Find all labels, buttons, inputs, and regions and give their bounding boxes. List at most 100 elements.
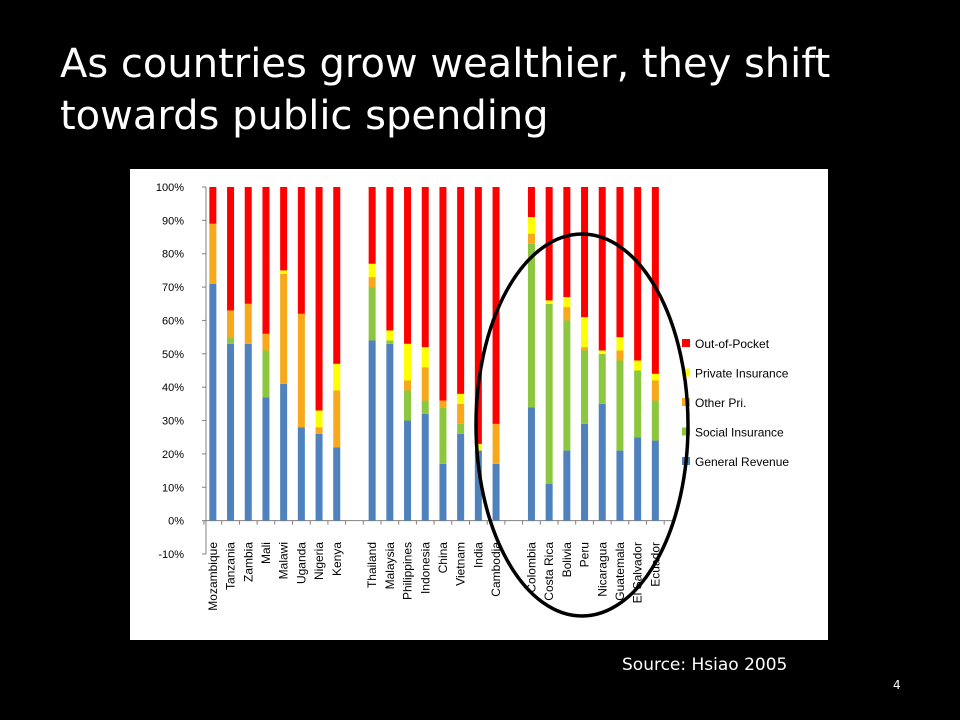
x-tick-label: Kenya — [330, 542, 344, 576]
bar-segment-out-of-pocket — [404, 187, 412, 344]
bar-segment-other-pri — [297, 313, 305, 428]
x-tick-label: Bolivia — [560, 542, 574, 578]
bar-segment-other-pri — [368, 277, 376, 288]
bar-segment-other-pri — [404, 380, 412, 391]
bar-segment-general-revenue — [651, 440, 659, 521]
bar-segment-out-of-pocket — [262, 187, 270, 334]
bar-segment-social-insurance — [634, 370, 642, 438]
x-tick-label: Vietnam — [454, 542, 468, 586]
bar-segment-general-revenue — [634, 437, 642, 521]
y-tick-label: -10% — [158, 549, 184, 561]
bar-segment-other-pri — [581, 347, 589, 351]
bar-segment-social-insurance — [581, 350, 589, 424]
bar-segment-social-insurance — [651, 400, 659, 441]
legend-label: Out-of-Pocket — [695, 337, 770, 351]
x-tick-label: Nigeria — [312, 542, 326, 580]
bar-segment-other-pri — [280, 273, 288, 384]
bar-segment-social-insurance — [457, 423, 465, 434]
bar-segment-other-pri — [333, 390, 341, 448]
x-tick-label: Tanzania — [224, 542, 238, 590]
bar-segment-general-revenue — [457, 433, 465, 521]
title-line-1: As countries grow wealthier, they shift — [60, 41, 831, 87]
bar-segment-out-of-pocket — [616, 187, 624, 338]
bar-segment-out-of-pocket — [368, 187, 376, 264]
bar-segment-out-of-pocket — [581, 187, 589, 318]
y-tick-label: 90% — [162, 215, 184, 227]
bar-segment-general-revenue — [492, 463, 500, 521]
bar-segment-out-of-pocket — [244, 187, 252, 304]
bar-segment-other-pri — [421, 367, 429, 401]
y-tick-label: 70% — [162, 282, 184, 294]
bar-segment-private-insurance — [581, 317, 589, 348]
bar-segment-social-insurance — [227, 337, 235, 344]
legend-swatch — [682, 368, 690, 377]
bar-segment-out-of-pocket — [598, 187, 606, 351]
x-tick-label: Mali — [259, 542, 273, 564]
y-tick-label: 60% — [162, 315, 184, 327]
bar-segment-general-revenue — [209, 283, 217, 521]
source-note: Source: Hsiao 2005 — [622, 655, 788, 675]
bar-segment-out-of-pocket — [209, 187, 217, 224]
page-number: 4 — [893, 678, 901, 692]
bar-segment-private-insurance — [616, 337, 624, 351]
bar-segment-general-revenue — [244, 343, 252, 521]
bar-segment-social-insurance — [527, 243, 535, 408]
x-tick-label: China — [436, 542, 450, 574]
bar-segment-other-pri — [527, 233, 535, 244]
bar-segment-general-revenue — [297, 427, 305, 521]
chart-panel: -10% 0% 10% 20% 30% 40% 50% 60% 70% 80% 90% 100% Moz… — [130, 169, 828, 640]
y-tick-label: 40% — [162, 382, 184, 394]
bar-segment-general-revenue — [421, 413, 429, 521]
bar-segment-social-insurance — [386, 340, 394, 344]
bar-segment-general-revenue — [404, 420, 412, 521]
bar-segment-social-insurance — [404, 390, 412, 421]
stacked-bar-chart: -10% 0% 10% 20% 30% 40% 50% 60% 70% 80% 90% 100% Moz… — [156, 182, 789, 618]
bar-segment-general-revenue — [545, 483, 553, 521]
bar-segment-social-insurance — [598, 353, 606, 404]
bar-segment-general-revenue — [386, 343, 394, 521]
x-tick-label: Zambia — [241, 542, 255, 582]
bar-segment-general-revenue — [262, 397, 270, 521]
x-tick-label: Philippines — [401, 542, 415, 600]
bar-segment-general-revenue — [563, 450, 571, 521]
bar-segment-general-revenue — [616, 450, 624, 521]
bar-segment-out-of-pocket — [280, 187, 288, 271]
bar-segment-out-of-pocket — [634, 187, 642, 361]
highlight-ellipse — [474, 232, 690, 618]
legend-swatch — [682, 339, 690, 347]
x-tick-label: Nicaragua — [595, 542, 609, 597]
bar-segment-private-insurance — [457, 393, 465, 404]
bar-segment-social-insurance — [616, 360, 624, 451]
y-tick-label: 30% — [162, 416, 184, 428]
bar-segment-out-of-pocket — [386, 187, 394, 331]
x-tick-label: Malaysia — [383, 542, 397, 590]
bar-segment-general-revenue — [439, 463, 447, 521]
legend-label: Private Insurance — [695, 367, 789, 381]
bar-segment-other-pri — [457, 403, 465, 424]
bar-segment-private-insurance — [368, 263, 376, 278]
bar-segment-general-revenue — [333, 447, 341, 521]
bar-segment-other-pri — [563, 307, 571, 321]
y-tick-label: 0% — [168, 516, 184, 528]
bar-segment-general-revenue — [227, 343, 235, 521]
y-tick-label: 20% — [162, 449, 184, 461]
bar-segment-out-of-pocket — [333, 187, 341, 364]
legend-swatch — [682, 427, 690, 436]
title-line-2: towards public spending — [60, 93, 549, 139]
x-tick-label: India — [471, 542, 485, 568]
bar-segment-out-of-pocket — [315, 187, 323, 411]
slide-title: As countries grow wealthier, they shift … — [60, 38, 920, 142]
legend-label: Social Insurance — [695, 426, 784, 440]
bar-segment-general-revenue — [527, 407, 535, 521]
bar-segment-general-revenue — [581, 423, 589, 521]
bar-segment-out-of-pocket — [474, 187, 482, 444]
bar-segment-other-pri — [227, 310, 235, 338]
bar-segment-general-revenue — [315, 433, 323, 521]
x-tick-label: Thailand — [365, 542, 379, 588]
x-tick-label: Malawi — [277, 542, 291, 579]
bar-segment-private-insurance — [563, 297, 571, 308]
bar-segment-general-revenue — [474, 450, 482, 521]
bar-segment-out-of-pocket — [527, 187, 535, 218]
bar-segment-out-of-pocket — [492, 187, 500, 424]
bar-segment-other-pri — [492, 423, 500, 464]
